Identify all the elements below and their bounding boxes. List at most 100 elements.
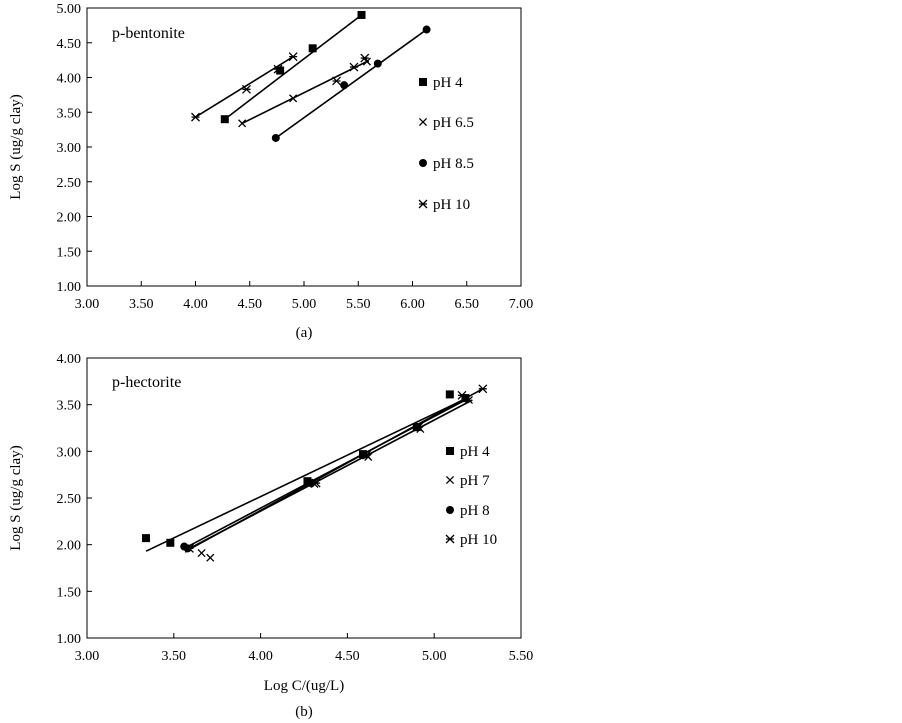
y-tick-label: 1.00: [57, 632, 82, 647]
fit-line: [224, 14, 362, 120]
data-point: [360, 53, 370, 63]
data-point: [308, 44, 317, 53]
legend-marker: [446, 506, 454, 514]
legend-label: pH 8.5: [433, 156, 474, 172]
x-tick-label: 3.00: [75, 649, 100, 664]
data-point: [289, 94, 298, 103]
series-ph-10: [191, 52, 370, 122]
x-tick-label: 5.00: [292, 297, 317, 312]
data-point: [478, 384, 488, 394]
panel-label: (a): [296, 325, 313, 341]
y-tick-label: 5.00: [57, 2, 82, 17]
data-point: [273, 64, 283, 74]
chart-title: p-bentonite: [112, 25, 185, 42]
data-point: [457, 390, 467, 400]
data-point: [349, 62, 359, 72]
y-tick-label: 1.00: [57, 280, 82, 295]
x-tick-label: 5.50: [509, 649, 534, 664]
data-point: [311, 478, 321, 488]
x-axis-label: Log C/(ug/L): [264, 678, 344, 694]
chart-panel-2: 1.00 1.50 2.00 2.50 3.00 3.50 4.00 3.00 3.50 4.00…: [8, 352, 533, 720]
plot-frame: [86, 7, 522, 287]
data-point: [220, 115, 229, 124]
legend: pH 4 pH 7 pH 8 pH 10: [445, 444, 497, 548]
x-tick-label: 3.50: [162, 649, 187, 664]
x-tick-label: 4.00: [183, 297, 208, 312]
x-axis: 3.00 3.50 4.00 4.50 5.00 5.50: [75, 633, 534, 664]
legend: pH 4 pH 6.5 pH 8.5 pH 10: [418, 75, 474, 213]
legend-label: pH 10: [433, 197, 470, 213]
legend-label: pH 10: [460, 532, 497, 548]
data-point: [191, 112, 200, 122]
y-tick-label: 4.50: [57, 37, 82, 52]
legend-marker: [446, 447, 454, 455]
y-tick-label: 4.00: [57, 72, 82, 87]
y-tick-label: 2.00: [57, 211, 82, 226]
legend-marker: [445, 475, 455, 485]
y-tick-label: 2.50: [57, 492, 82, 507]
series-ph-8.5: [271, 25, 431, 142]
x-tick-label: 5.00: [422, 649, 447, 664]
data-point: [271, 133, 280, 142]
series-ph-7: [185, 395, 473, 562]
legend-marker: [445, 534, 455, 544]
y-axis: 1.00 1.50 2.00 2.50 3.00 3.50 4.00 4.50 5.00: [57, 2, 92, 295]
data-point: [238, 119, 247, 128]
data-point: [197, 549, 206, 558]
fit-line: [189, 388, 484, 551]
y-tick-label: 3.00: [57, 445, 82, 460]
data-point: [206, 553, 215, 562]
y-tick-label: 3.50: [57, 106, 82, 121]
y-axis: 1.00 1.50 2.00 2.50 3.00 3.50 4.00: [57, 352, 92, 647]
legend-label: pH 4: [433, 75, 463, 91]
data-point: [288, 52, 298, 62]
data-point: [142, 534, 151, 543]
series-ph-10: [184, 384, 488, 553]
x-tick-label: 5.50: [346, 297, 371, 312]
x-tick-label: 4.50: [238, 297, 263, 312]
y-tick-label: 1.50: [57, 585, 82, 600]
plot-frame: [86, 357, 522, 639]
data-point: [166, 538, 175, 547]
data-point: [242, 84, 251, 94]
y-tick-label: 3.50: [57, 399, 82, 414]
data-point: [414, 422, 424, 432]
x-tick-label: 7.00: [509, 297, 534, 312]
x-tick-label: 3.00: [75, 297, 100, 312]
legend-label: pH 7: [460, 473, 490, 489]
chart-title: p-hectorite: [112, 374, 181, 391]
y-tick-label: 1.50: [57, 245, 82, 260]
y-tick-label: 4.00: [57, 352, 82, 367]
data-point: [357, 10, 366, 19]
y-axis-label: Log S (ug/g clay): [8, 94, 24, 199]
series-ph-4: [142, 390, 470, 552]
x-axis: 3.00 3.50 4.00 4.50 5.00 5.50 6.00 6.50 7.00: [75, 281, 534, 312]
x-tick-label: 3.50: [129, 297, 154, 312]
legend-marker: [418, 199, 428, 209]
y-axis-label: Log S (ug/g clay): [8, 445, 24, 550]
data-point: [373, 59, 382, 68]
legend-label: pH 4: [460, 444, 490, 460]
data-point: [422, 25, 431, 34]
series-ph-4: [220, 10, 366, 124]
legend-label: pH 6.5: [433, 115, 474, 131]
data-point: [340, 81, 349, 90]
x-tick-label: 4.50: [335, 649, 360, 664]
legend-marker: [419, 159, 427, 167]
data-point: [362, 450, 371, 460]
y-tick-label: 2.00: [57, 539, 82, 554]
data-point: [184, 543, 194, 553]
legend-marker: [419, 78, 427, 86]
y-tick-label: 2.50: [57, 176, 82, 191]
x-tick-label: 6.50: [455, 297, 480, 312]
data-point: [332, 76, 342, 86]
fit-line: [241, 60, 368, 125]
chart-panel-1: 1.00 1.50 2.00 2.50 3.00 3.50 4.00 4.50 5.00 3.00…: [8, 2, 533, 341]
y-tick-label: 3.00: [57, 141, 82, 156]
fit-line: [275, 28, 428, 139]
legend-label: pH 8: [460, 503, 490, 519]
legend-marker: [418, 117, 428, 127]
panel-label: (b): [295, 704, 313, 720]
x-tick-label: 4.00: [248, 649, 273, 664]
